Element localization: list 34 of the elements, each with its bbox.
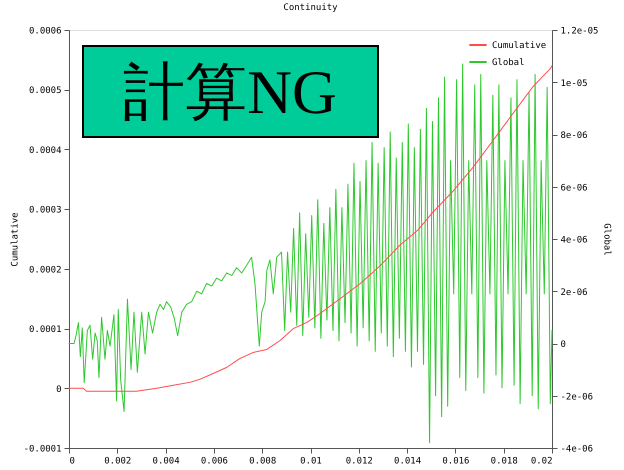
y-tick-label: 0.0002 [28,265,62,276]
y2-tick-label: -4e-06 [560,444,594,454]
y-tick-label: 0.0006 [28,26,62,36]
x-tick-label: 0.006 [200,456,228,466]
y-tick-label: 0.0004 [28,146,62,156]
y2-axis-title: Global [601,223,612,256]
y2-tick-label: 4e-06 [560,236,588,246]
chart-title: Continuity [283,3,338,13]
y2-tick-label: 6e-06 [560,183,588,194]
x-tick-label: 0.004 [152,456,180,466]
y-tick-label: 0.0001 [28,325,62,336]
y2-tick-label: 1e-05 [560,78,588,89]
x-tick-label: 0.002 [104,456,132,466]
y-axis-title: Cumulative [10,212,21,267]
legend-label: Global [492,58,525,68]
y-tick-label: 0.0003 [28,206,62,216]
legend-label: Cumulative [492,41,546,51]
y2-tick-label: 8e-06 [560,131,588,141]
y2-tick-label: 0 [560,340,566,350]
x-tick-label: 0.01 [300,456,322,466]
y-tick-label: 0.0005 [28,86,62,96]
annotation: 計算NG [123,59,337,127]
y-tick-label: -0.0001 [24,444,62,454]
x-tick-label: 0.02 [530,456,552,466]
y2-tick-label: 1.2e-05 [560,26,598,36]
x-tick-label: 0.012 [346,456,373,466]
x-tick-label: 0.016 [442,456,470,466]
y2-tick-label: 2e-06 [560,288,588,298]
x-tick-label: 0 [70,456,75,466]
x-tick-label: 0.018 [490,456,518,466]
y2-tick-label: -2e-06 [560,392,594,402]
x-tick-label: 0.008 [249,456,276,466]
x-tick-label: 0.014 [394,456,422,466]
y-tick-label: 0 [56,384,62,395]
